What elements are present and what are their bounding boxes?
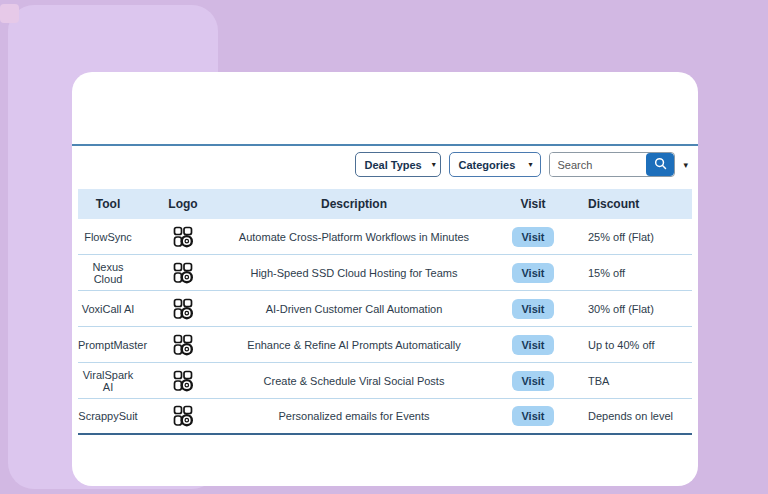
- header-visit: Visit: [480, 197, 586, 211]
- search-box: [549, 152, 675, 177]
- categories-dropdown[interactable]: Categories ▾: [449, 152, 541, 177]
- header-logo: Logo: [138, 197, 228, 211]
- discount-value: 15% off: [586, 267, 692, 279]
- tool-name: ScrappySuit: [78, 410, 138, 422]
- discount-value: Depends on level: [586, 410, 692, 422]
- visit-button[interactable]: Visit: [512, 227, 553, 247]
- tool-name: ViralSpark AI: [78, 369, 138, 393]
- header-description: Description: [228, 197, 480, 211]
- visit-button[interactable]: Visit: [512, 263, 553, 283]
- chevron-down-icon: ▾: [528, 161, 532, 169]
- tool-description: Enhance & Refine AI Prompts Automaticall…: [228, 339, 480, 351]
- deal-types-dropdown[interactable]: Deal Types ▾: [355, 152, 441, 177]
- magnifier-icon: [654, 157, 667, 173]
- grid-gear-logo-icon: [171, 369, 195, 393]
- table-row: ScrappySuit Personalized emails for Even…: [78, 399, 692, 435]
- search-button[interactable]: [646, 153, 674, 176]
- grid-gear-logo-icon: [171, 297, 195, 321]
- tool-description: High-Speed SSD Cloud Hosting for Teams: [228, 267, 480, 279]
- chevron-down-icon: ▾: [432, 161, 436, 169]
- tool-description: AI-Driven Customer Call Automation: [228, 303, 480, 315]
- tool-name: FlowSync: [78, 231, 138, 243]
- discount-value: 30% off (Flat): [586, 303, 692, 315]
- deals-card: Deal Types ▾ Categories ▾ ▾ Tool Logo: [72, 72, 698, 486]
- tool-description: Personalized emails for Events: [228, 410, 480, 422]
- table-row: Nexus Cloud High-Speed SSD Cloud Hosting…: [78, 255, 692, 291]
- grid-gear-logo-icon: [171, 404, 195, 428]
- discount-value: Up to 40% off: [586, 339, 692, 351]
- corner-accent-square: [0, 4, 19, 23]
- tool-name: PromptMaster: [78, 339, 138, 351]
- logo-cell: [138, 333, 228, 357]
- categories-label: Categories: [458, 159, 515, 171]
- logo-cell: [138, 297, 228, 321]
- visit-button[interactable]: Visit: [512, 299, 553, 319]
- visit-button[interactable]: Visit: [512, 371, 553, 391]
- logo-cell: [138, 404, 228, 428]
- visit-button[interactable]: Visit: [512, 335, 553, 355]
- table-header-row: Tool Logo Description Visit Discount: [78, 189, 692, 219]
- tool-name: Nexus Cloud: [78, 261, 138, 285]
- grid-gear-logo-icon: [171, 225, 195, 249]
- discount-value: 25% off (Flat): [586, 231, 692, 243]
- table-row: VoxiCall AI AI-Driven Customer Call Auto…: [78, 291, 692, 327]
- discount-value: TBA: [586, 375, 692, 387]
- logo-cell: [138, 261, 228, 285]
- table-row: PromptMaster Enhance & Refine AI Prompts…: [78, 327, 692, 363]
- search-input[interactable]: [550, 153, 646, 176]
- tool-name: VoxiCall AI: [78, 303, 138, 315]
- card-top-divider: [72, 144, 698, 146]
- logo-cell: [138, 225, 228, 249]
- table-row: ViralSpark AI Create & Schedule Viral So…: [78, 363, 692, 399]
- tool-description: Create & Schedule Viral Social Posts: [228, 375, 480, 387]
- header-tool: Tool: [78, 197, 138, 211]
- grid-gear-logo-icon: [171, 261, 195, 285]
- search-options-caret-icon[interactable]: ▾: [683, 160, 690, 170]
- grid-gear-logo-icon: [171, 333, 195, 357]
- table-body: FlowSync Automate Cross-Platform Workflo…: [78, 219, 692, 435]
- logo-cell: [138, 369, 228, 393]
- visit-button[interactable]: Visit: [512, 406, 553, 426]
- deal-types-label: Deal Types: [364, 159, 421, 171]
- header-discount: Discount: [586, 197, 692, 211]
- filter-bar: Deal Types ▾ Categories ▾ ▾: [355, 152, 690, 177]
- deals-table: Tool Logo Description Visit Discount Flo…: [78, 189, 692, 435]
- tool-description: Automate Cross-Platform Workflows in Min…: [228, 231, 480, 243]
- table-row: FlowSync Automate Cross-Platform Workflo…: [78, 219, 692, 255]
